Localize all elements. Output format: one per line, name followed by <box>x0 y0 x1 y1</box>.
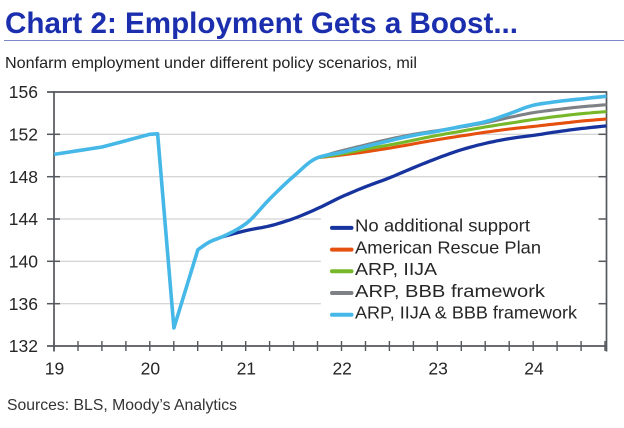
svg-text:20: 20 <box>141 359 161 379</box>
svg-text:156: 156 <box>9 82 38 102</box>
svg-text:Sources: BLS, Moody’s Analytic: Sources: BLS, Moody’s Analytics <box>7 397 237 414</box>
svg-text:ARP, BBB framework: ARP, BBB framework <box>355 281 545 301</box>
svg-text:152: 152 <box>9 125 38 145</box>
svg-text:19: 19 <box>45 359 64 379</box>
svg-text:ARP, IIJA & BBB framework: ARP, IIJA & BBB framework <box>355 303 577 323</box>
svg-text:Nonfarm employment under diffe: Nonfarm employment under different polic… <box>5 55 417 72</box>
svg-text:148: 148 <box>9 167 38 187</box>
svg-text:Chart 2: Employment Gets a Boo: Chart 2: Employment Gets a Boost... <box>5 7 518 40</box>
svg-text:136: 136 <box>9 294 38 314</box>
svg-text:140: 140 <box>9 252 38 272</box>
svg-text:24: 24 <box>524 359 544 379</box>
svg-text:144: 144 <box>9 209 38 229</box>
svg-text:21: 21 <box>237 359 256 379</box>
svg-text:132: 132 <box>9 336 38 356</box>
svg-text:American Rescue Plan: American Rescue Plan <box>355 237 541 257</box>
svg-text:23: 23 <box>428 359 447 379</box>
svg-text:No additional support: No additional support <box>355 216 530 236</box>
svg-text:ARP, IIJA: ARP, IIJA <box>355 259 437 279</box>
svg-text:22: 22 <box>332 359 351 379</box>
